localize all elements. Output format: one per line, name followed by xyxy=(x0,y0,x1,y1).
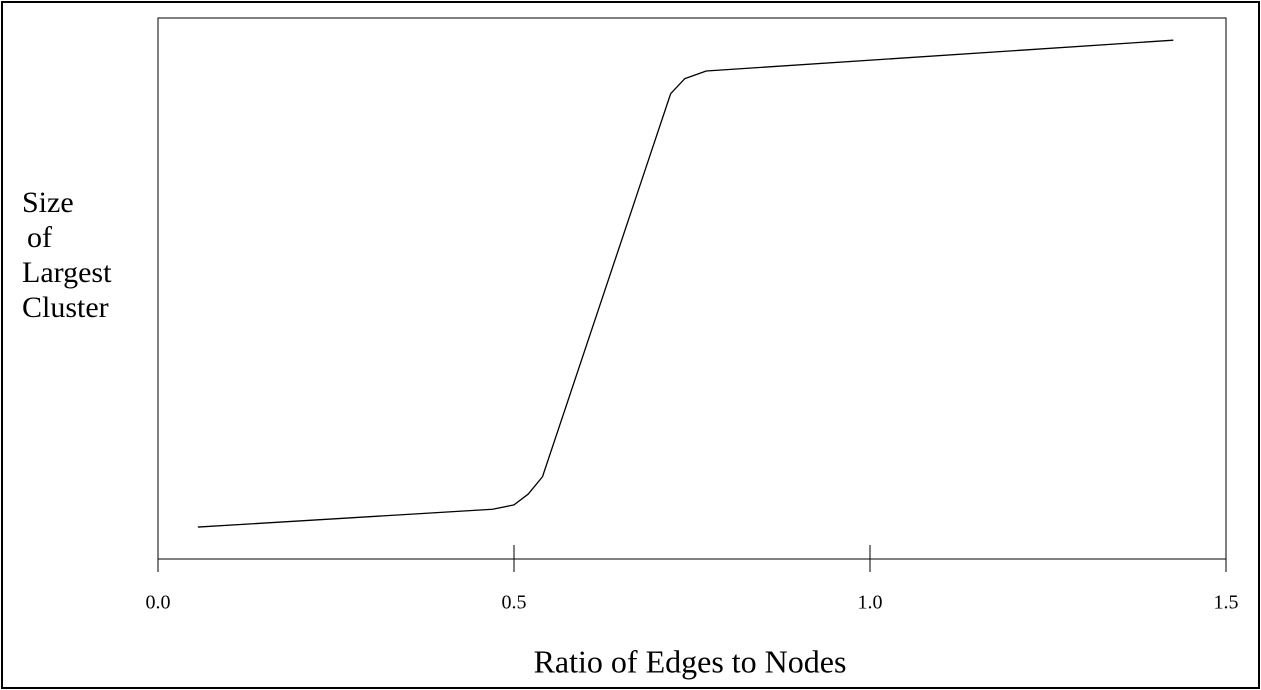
x-tick-label: 0.0 xyxy=(146,592,171,614)
plot-frame xyxy=(157,17,1227,559)
y-axis-label: Cluster xyxy=(22,291,109,324)
x-tick-label: 0.5 xyxy=(502,592,527,614)
y-axis-label: Size xyxy=(22,186,74,219)
x-tick-label: 1.0 xyxy=(858,592,883,614)
y-axis-label: Largest xyxy=(22,256,112,289)
data-line xyxy=(197,39,1174,528)
y-axis-label: of xyxy=(27,221,52,254)
x-tick-label: 1.5 xyxy=(1214,592,1239,614)
x-axis-label: Ratio of Edges to Nodes xyxy=(534,643,847,679)
